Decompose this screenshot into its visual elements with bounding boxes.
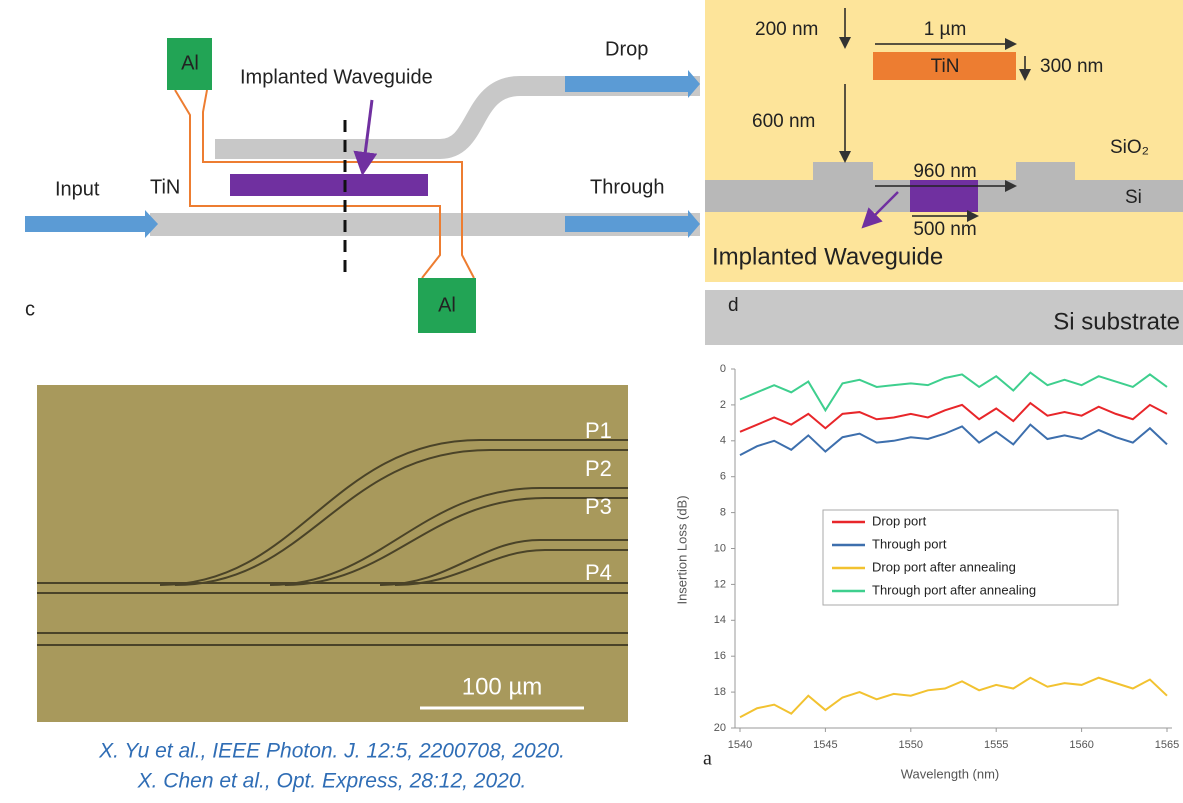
label: Input <box>55 178 100 200</box>
label: TiN <box>150 176 180 198</box>
panel-d: 200 nm 1 µm 300 nm TiN 600 nm 960 nm 500… <box>705 0 1183 345</box>
figure: Al Al Implanted Waveguide Drop Input TiN… <box>0 0 1183 803</box>
y-tick-label: 6 <box>720 471 726 483</box>
legend-label: Drop port <box>872 513 927 528</box>
rib <box>1016 162 1075 182</box>
x-tick-label: 1565 <box>1155 739 1179 751</box>
y-tick-label: 16 <box>714 650 726 662</box>
y-tick-label: 12 <box>714 578 726 590</box>
dimension: 300 nm <box>1040 56 1103 77</box>
label: Si <box>1125 187 1142 208</box>
x-tick-label: 1540 <box>728 739 752 751</box>
y-tick-label: 14 <box>714 614 726 626</box>
series-line <box>740 373 1167 411</box>
port-label: P3 <box>585 494 612 519</box>
series-line <box>740 403 1167 432</box>
label: Through <box>590 176 665 198</box>
panel-label: c <box>25 298 35 320</box>
x-tick-label: 1560 <box>1069 739 1093 751</box>
micrograph-bg <box>37 385 628 722</box>
x-axis-label: Wavelength (nm) <box>901 766 1000 781</box>
dimension: 1 µm <box>924 19 967 40</box>
legend-label: Through port after annealing <box>872 582 1036 597</box>
port-label: P4 <box>585 560 612 585</box>
y-tick-label: 8 <box>720 507 726 519</box>
label: TiN <box>931 56 960 77</box>
citation: X. Yu et al., IEEE Photon. J. 12:5, 2200… <box>98 740 565 763</box>
port-label: P2 <box>585 456 612 481</box>
dimension: 600 nm <box>752 111 815 132</box>
panel-label: a <box>703 748 712 770</box>
y-tick-label: 4 <box>720 435 726 447</box>
series-line <box>740 425 1167 456</box>
label: Implanted Waveguide <box>712 243 943 270</box>
input-arrow <box>25 210 158 238</box>
scale-label: 100 µm <box>462 673 543 700</box>
implant <box>910 180 978 212</box>
drop-waveguide <box>215 86 700 149</box>
label: Al <box>181 52 199 74</box>
citation: X. Chen et al., Opt. Express, 28:12, 202… <box>137 770 527 793</box>
y-tick-label: 18 <box>714 686 726 698</box>
y-tick-label: 10 <box>714 542 726 554</box>
x-tick-label: 1555 <box>984 739 1008 751</box>
y-tick-label: 2 <box>720 399 726 411</box>
x-tick-label: 1550 <box>899 739 923 751</box>
label: Implanted Waveguide <box>240 66 433 88</box>
y-tick-label: 0 <box>720 363 726 375</box>
port-label: P1 <box>585 418 612 443</box>
dimension: 200 nm <box>755 19 818 40</box>
panel-c: Al Al Implanted Waveguide Drop Input TiN… <box>25 38 700 333</box>
legend-label: Through port <box>872 536 947 551</box>
implanted-waveguide <box>230 174 428 196</box>
y-tick-label: 20 <box>714 722 726 734</box>
panel-label: d <box>728 295 739 316</box>
rib <box>813 162 873 182</box>
x-tick-label: 1545 <box>813 739 837 751</box>
label: Si substrate <box>1053 308 1180 335</box>
label: SiO₂ <box>1110 137 1149 158</box>
label: Al <box>438 294 456 316</box>
y-axis-label: Insertion Loss (dB) <box>674 495 689 604</box>
legend-label: Drop port after annealing <box>872 559 1016 574</box>
chart: a Wavelength (nm) Insertion Loss (dB) 0 2… <box>674 363 1179 782</box>
series-line <box>740 678 1167 717</box>
label: Drop <box>605 38 648 60</box>
micrograph: P1 P2 P3 P4 100 µm <box>37 385 628 722</box>
pointer-arrow <box>363 100 372 170</box>
dimension: 500 nm <box>913 219 976 240</box>
dimension: 960 nm <box>913 161 976 182</box>
